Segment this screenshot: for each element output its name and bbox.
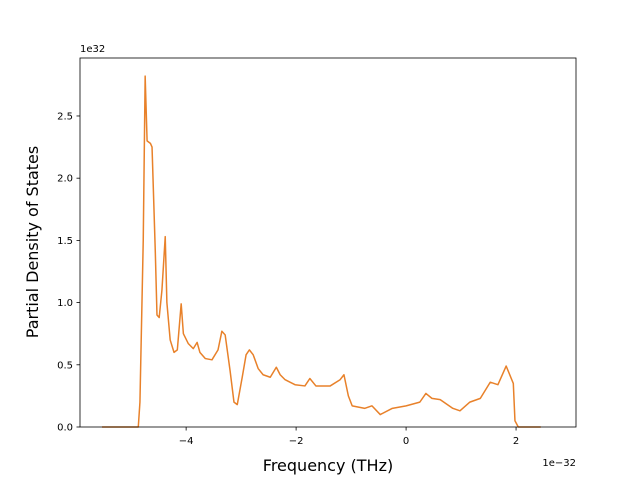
x-tick-label: 0 <box>403 436 409 447</box>
y-tick-label: 2.5 <box>57 111 73 122</box>
x-tick-label: −4 <box>179 436 194 447</box>
y-tick-label: 1.5 <box>57 236 73 247</box>
x-axis-label: Frequency (THz) <box>263 456 393 475</box>
plot-frame <box>79 57 577 428</box>
y-tick-label: 1.0 <box>57 298 73 309</box>
data-line <box>102 75 541 428</box>
x-tick-label: −2 <box>289 436 304 447</box>
x-offset-label: 1e−32 <box>542 458 576 469</box>
x-tick-label: 2 <box>513 436 519 447</box>
y-tick-label: 0.0 <box>57 423 73 434</box>
y-axis-label: Partial Density of States <box>23 146 42 338</box>
y-tick-label: 0.5 <box>57 360 73 371</box>
y-offset-label: 1e32 <box>80 44 105 55</box>
y-tick-label: 2.0 <box>57 174 73 185</box>
